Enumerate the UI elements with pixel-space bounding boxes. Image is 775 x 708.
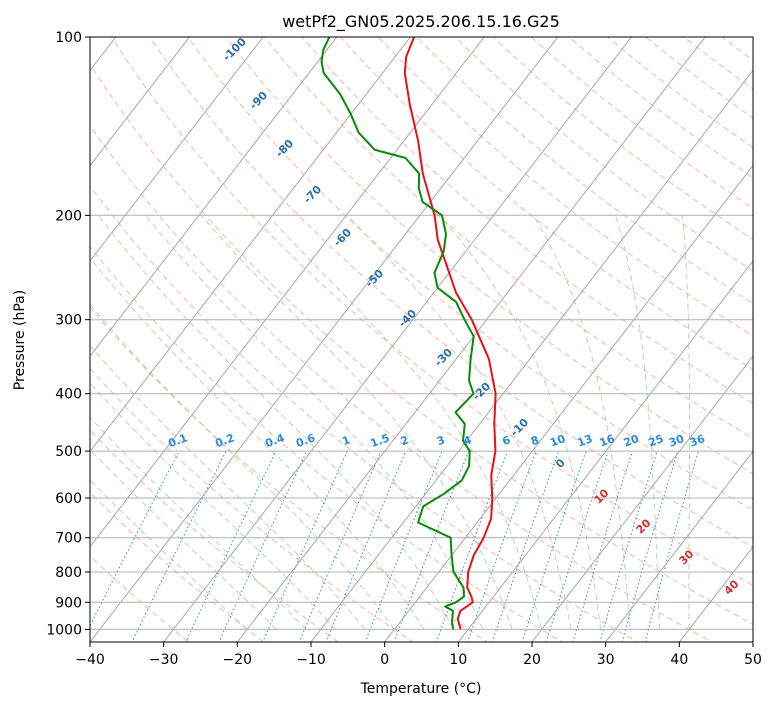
moist-adiabat-line	[90, 416, 307, 630]
isotherm-line	[384, 164, 753, 642]
chart-title: wetPf2_GN05.2025.206.15.16.G25	[282, 12, 560, 32]
dry-adiabat-line	[90, 63, 753, 625]
isotherm-line	[310, 69, 753, 642]
isotherm-lines	[90, 37, 753, 642]
plot-area: -100-90-80-70-60-50-40-30-20-100.1 0.2 0.4…	[90, 37, 753, 642]
isotherm-line	[90, 37, 264, 262]
dry-adiabat-line	[90, 124, 713, 642]
mixing-ratio-label: 4	[462, 433, 474, 448]
mixing-ratio-label: 25	[647, 432, 666, 449]
mixing-ratio-label: 1	[340, 433, 352, 448]
y-axis: 1000 900 800 700 600 500 400 300 200 100	[46, 30, 90, 638]
x-axis: −40 −30 −20 −10 0 10 20 30 40 50	[75, 642, 762, 668]
moist-adiabat-line	[267, 214, 543, 630]
mixing-ratio-label: 30	[667, 432, 686, 450]
mixing-ratio-label: 36	[688, 432, 707, 450]
series-layer	[320, 37, 497, 630]
mixing-ratio-label: 2	[399, 433, 411, 448]
y-tick-label: 100	[55, 30, 82, 46]
mixing-ratio-label: 8	[529, 433, 541, 448]
x-axis-label: Temperature (°C)	[360, 681, 482, 697]
mixing-ratio-label: 0.4	[263, 431, 286, 450]
mixing-ratio-label: 0.2	[213, 431, 236, 450]
x-tick-label: −10	[296, 652, 326, 668]
isotherm-line	[90, 37, 338, 358]
isotherm-line	[531, 355, 753, 642]
dewpoint-profile-line	[320, 37, 475, 630]
y-tick-label: 700	[55, 531, 82, 547]
y-tick-label: 400	[55, 387, 82, 403]
isotherm-line	[90, 37, 412, 453]
isotherm-line	[163, 37, 633, 642]
mixing-ratio-label: 10	[548, 432, 567, 450]
moist-adiabat-line	[90, 256, 425, 630]
dry-adiabat-line	[90, 367, 414, 642]
dry-adiabat-line	[90, 491, 265, 642]
isotherm-line	[90, 37, 559, 642]
mixing-ratio-label: 6	[501, 433, 513, 448]
x-tick-label: 20	[523, 652, 541, 668]
mixing-ratio-label: 0.1	[167, 431, 190, 450]
x-tick-label: 0	[380, 652, 389, 668]
isotherm-line	[90, 37, 191, 167]
x-tick-label: −20	[223, 652, 253, 668]
x-tick-label: 10	[449, 652, 467, 668]
x-tick-label: −30	[149, 652, 179, 668]
dry-adiabat-line	[90, 429, 340, 642]
mixing-ratio-label: 16	[598, 432, 617, 450]
y-tick-label: 200	[55, 208, 82, 224]
y-tick-label: 900	[55, 595, 82, 611]
y-tick-label: 800	[55, 565, 82, 581]
dry-adiabat-line	[339, 37, 753, 370]
isotherm-line	[457, 260, 753, 642]
y-tick-label: 1000	[46, 622, 82, 638]
dry-adiabat-line	[90, 245, 564, 642]
mixing-ratio-label: 20	[622, 432, 641, 450]
dry-adiabat-line	[225, 37, 753, 475]
dry-adiabat-line	[110, 37, 753, 586]
moist-adiabat-line	[90, 382, 336, 630]
y-tick-label: 500	[55, 444, 82, 460]
mixing-ratio-label: 3	[435, 433, 447, 448]
mixing-ratio-label: 13	[576, 432, 595, 449]
x-tick-label: 30	[597, 652, 615, 668]
x-tick-label: 40	[670, 652, 688, 668]
plot-frame	[89, 36, 754, 643]
dry-adiabat-line	[187, 37, 753, 511]
mixing-ratio-label: 1.5	[369, 431, 392, 450]
temperature-profile-line	[403, 37, 497, 630]
isotherm-line	[605, 450, 753, 642]
mixing-ratio-label: 0.6	[294, 431, 317, 450]
isobar-lines	[90, 37, 753, 630]
y-tick-label: 600	[55, 491, 82, 507]
dry-adiabat-line	[90, 306, 489, 642]
x-tick-label: 50	[744, 652, 762, 668]
dry-adiabat-line	[90, 185, 639, 642]
x-tick-label: −40	[75, 652, 105, 668]
dry-adiabat-line	[301, 37, 753, 405]
y-tick-label: 300	[55, 313, 82, 329]
y-axis-label: Pressure (hPa)	[12, 290, 28, 390]
